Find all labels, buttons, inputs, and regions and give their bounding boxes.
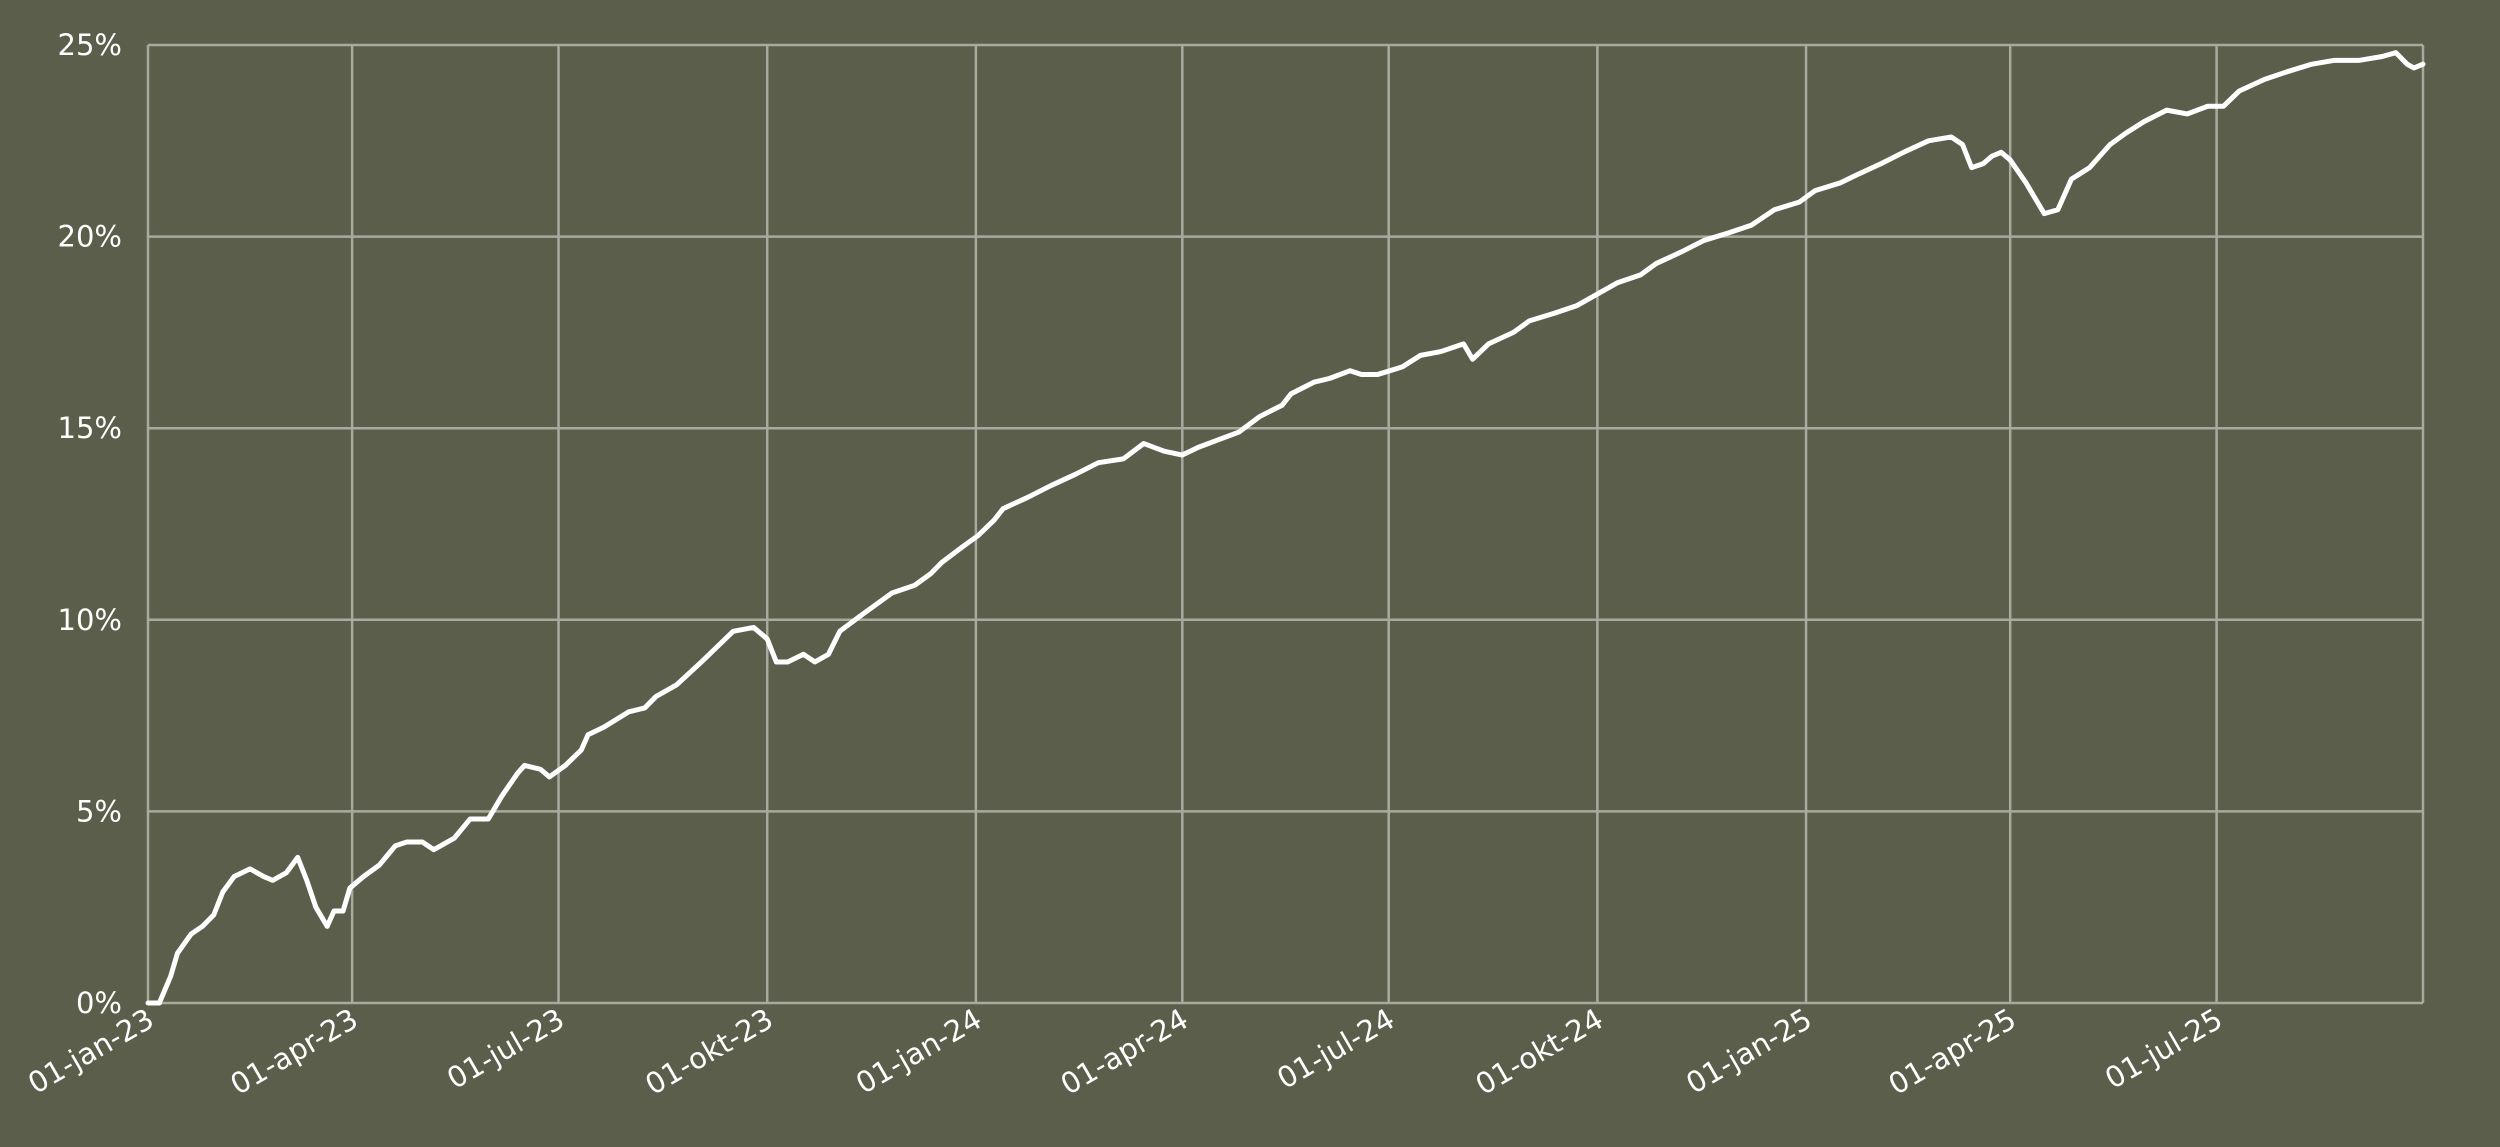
y-tick-label: 10% [58,603,122,637]
y-tick-label: 5% [76,794,122,828]
y-tick-label: 25% [58,28,122,62]
data-line [145,50,2426,1006]
y-tick-label: 15% [58,411,122,445]
y-tick-label: 0% [76,986,122,1020]
y-tick-label: 20% [58,220,122,254]
